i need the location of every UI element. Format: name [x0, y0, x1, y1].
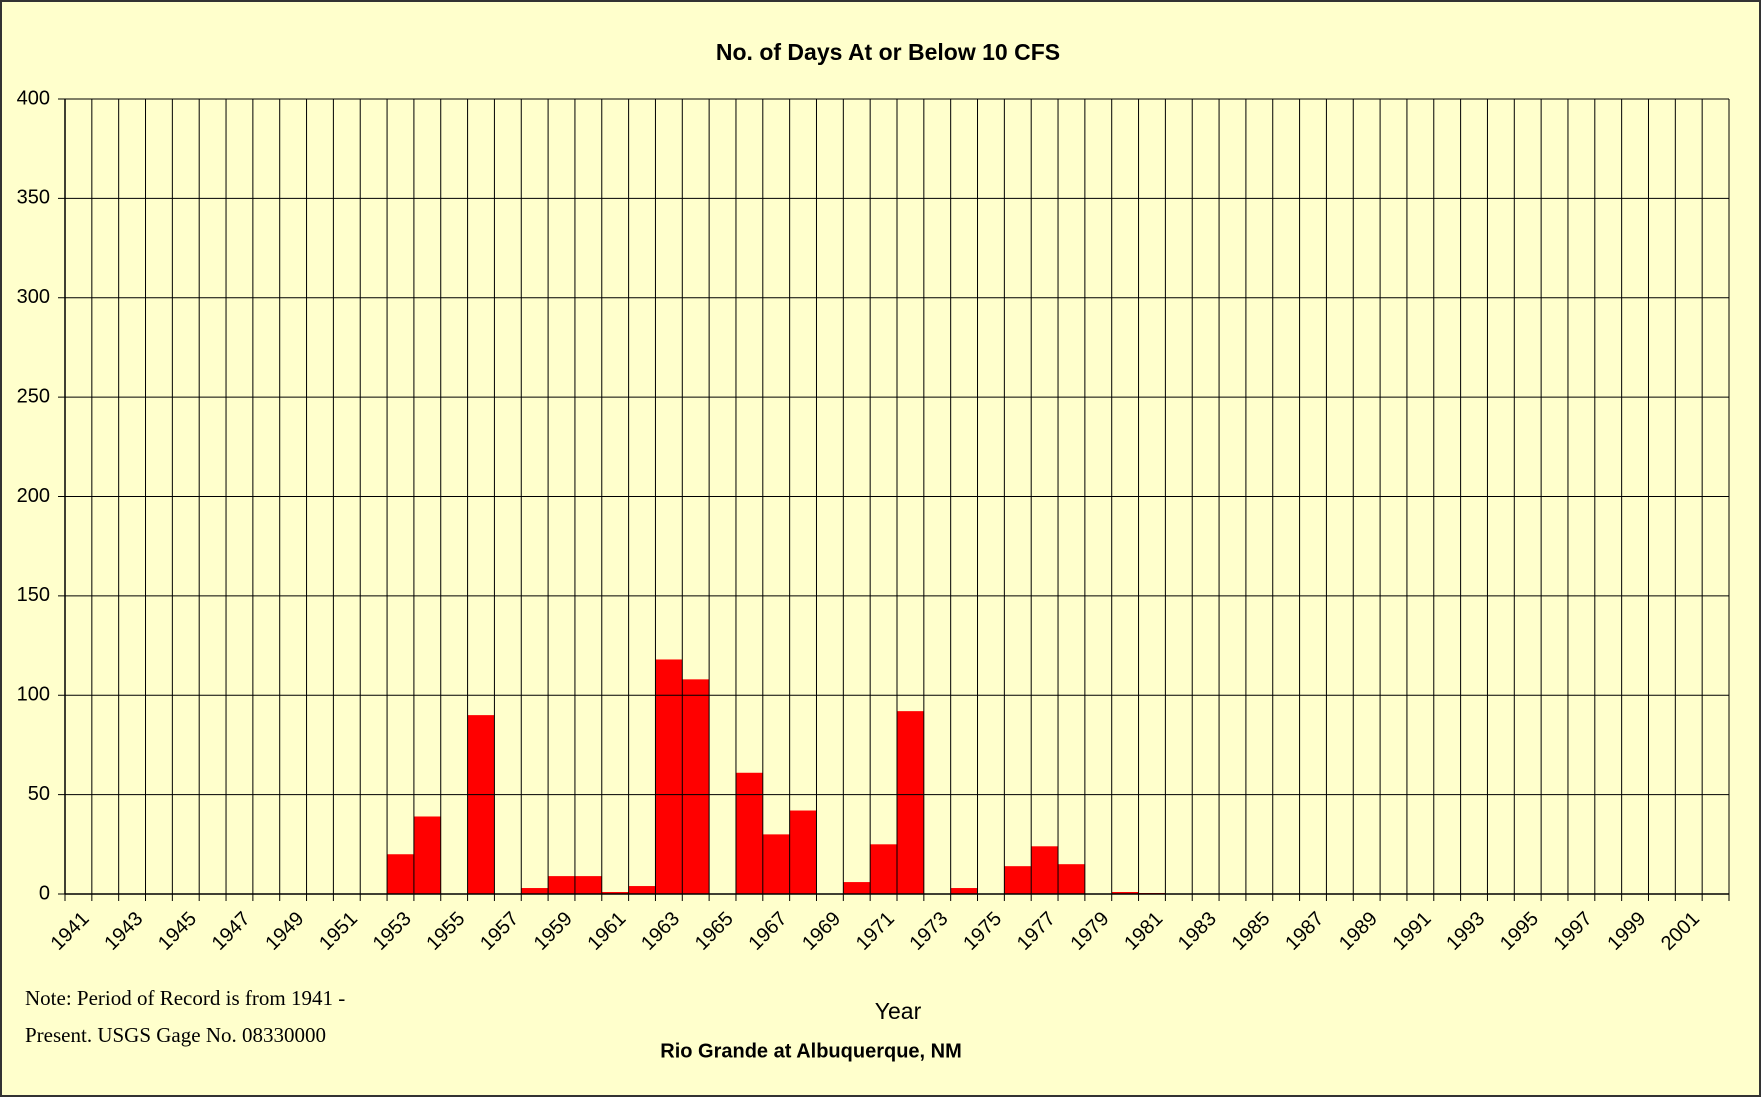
bar — [467, 715, 495, 894]
bar — [1004, 866, 1032, 894]
bar — [387, 854, 414, 894]
note: Note: Period of Record is from 1941 - — [25, 986, 345, 1010]
bar — [1058, 864, 1085, 894]
y-tick-label: 300 — [17, 286, 50, 308]
bar — [601, 892, 629, 894]
y-tick-label: 50 — [28, 783, 50, 805]
bar — [521, 888, 549, 894]
bar — [735, 772, 763, 894]
bar — [413, 816, 441, 894]
bar — [1031, 846, 1059, 894]
y-tick-label: 100 — [17, 684, 50, 706]
bar — [789, 810, 817, 894]
bar — [897, 711, 924, 894]
bar — [762, 834, 790, 894]
bar — [870, 844, 897, 894]
y-tick-label: 400 — [17, 87, 50, 109]
bar — [950, 888, 978, 894]
y-tick-label: 200 — [17, 485, 50, 507]
chart-subtitle: Rio Grande at Albuquerque, NM — [660, 1040, 962, 1062]
bar — [655, 659, 683, 894]
y-tick-label: 150 — [17, 584, 50, 606]
bar — [843, 882, 871, 894]
y-tick-label: 250 — [17, 385, 50, 407]
chart-title: No. of Days At or Below 10 CFS — [716, 39, 1060, 65]
bar — [628, 886, 656, 894]
bar — [548, 876, 575, 894]
bar — [574, 876, 602, 894]
note: Present. USGS Gage No. 08330000 — [25, 1023, 326, 1047]
bar — [682, 679, 710, 894]
y-tick-label: 350 — [17, 187, 50, 209]
x-axis-label: Year — [875, 998, 922, 1024]
bar — [1111, 892, 1139, 894]
y-tick-label: 0 — [39, 882, 50, 904]
